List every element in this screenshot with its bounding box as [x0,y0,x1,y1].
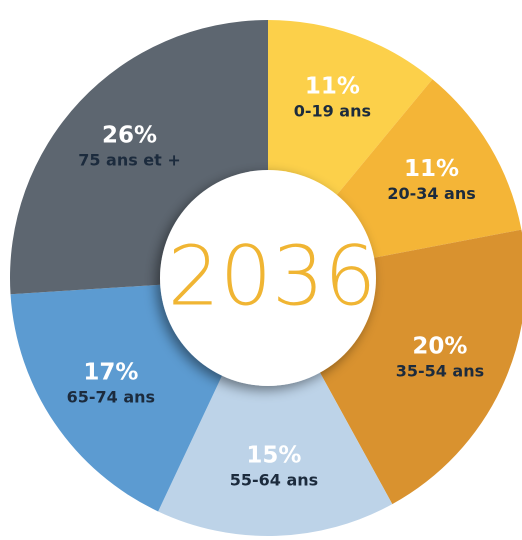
category-label: 0-19 ans [294,102,371,121]
category-label: 35-54 ans [396,361,484,380]
value-label: 11% [305,74,360,100]
value-label: 15% [246,442,301,468]
category-label: 75 ans et + [78,150,181,169]
slice [158,365,393,536]
category-label: 20-34 ans [387,184,475,203]
slice [268,20,433,201]
value-label: 17% [83,359,138,385]
center-disc [160,170,376,386]
value-label: 20% [412,333,467,359]
slice [9,20,268,295]
labels: 11% 0-19 ans 11% 20-34 ans 20% 35-54 ans 15% 55… [67,74,485,490]
value-label: 26% [102,122,157,148]
category-label: 65-74 ans [67,387,155,406]
value-label: 11% [404,156,459,182]
center-label: 2036 [168,230,377,325]
category-label: 55-64 ans [230,470,318,489]
slice [10,284,226,512]
slice [331,79,522,260]
